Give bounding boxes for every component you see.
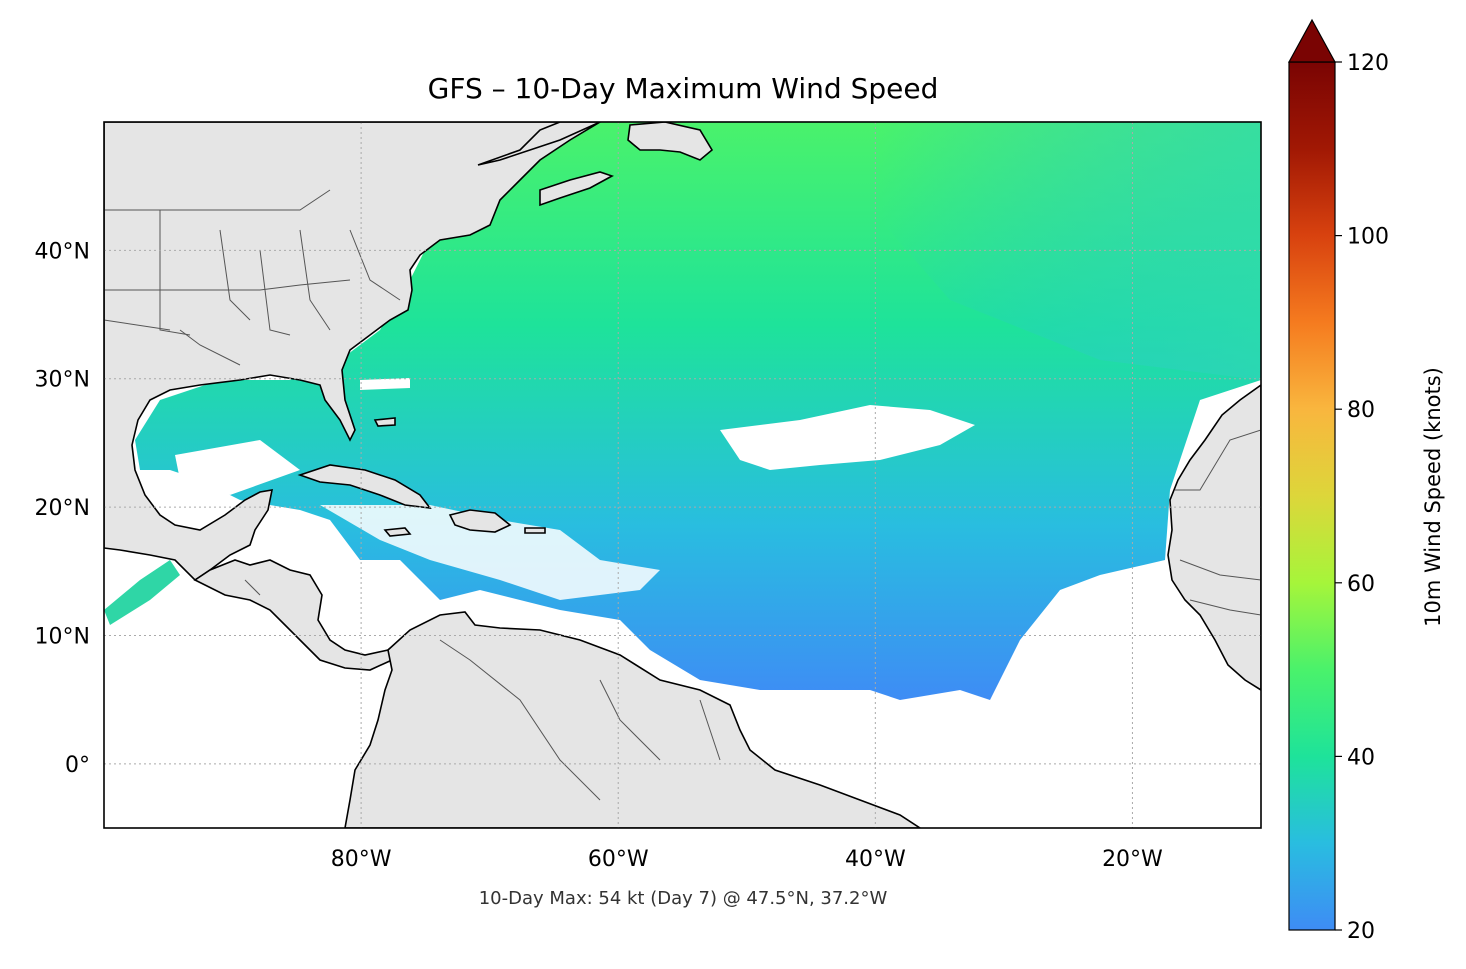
y-tick-label: 30°N — [35, 368, 90, 393]
colorbar-gradient — [1288, 61, 1336, 931]
colorbar-extend-triangle — [1287, 18, 1337, 63]
x-tick-label: 20°W — [1102, 847, 1163, 872]
colorbar-tick-label: 20 — [1347, 919, 1375, 944]
x-tick-label: 40°W — [845, 847, 906, 872]
y-tick-label: 20°N — [35, 496, 90, 521]
colorbar-tick-label: 60 — [1347, 572, 1375, 597]
map-panel — [104, 122, 1261, 828]
y-tick-label: 10°N — [35, 624, 90, 649]
nova-scotia-land — [539, 171, 614, 207]
colorbar-label: 10m Wind Speed (knots) — [1421, 367, 1445, 627]
bahamas-land — [373, 417, 396, 427]
x-tick-label: 60°W — [588, 847, 649, 872]
colorbar-tick-label: 120 — [1347, 51, 1389, 76]
south-america-land — [344, 611, 922, 828]
puerto-rico-land — [524, 527, 546, 534]
y-tick-label: 0° — [65, 753, 90, 778]
jamaica-land — [383, 527, 412, 537]
colorbar-tick-label: 100 — [1347, 225, 1389, 250]
colorbar-ticks: 20 40 60 80 100 120 — [1335, 51, 1389, 944]
land-masses — [104, 122, 1261, 828]
colorbar-tick-label: 80 — [1347, 398, 1375, 423]
x-axis-ticks: 80°W 60°W 40°W 20°W — [331, 847, 1163, 872]
y-axis-ticks: 40°N 30°N 20°N 10°N 0° — [35, 239, 90, 777]
africa-land — [1167, 384, 1261, 691]
colorbar-tick-label: 40 — [1347, 745, 1375, 770]
cuba-land — [297, 464, 432, 510]
colorbar: 20 40 60 80 100 120 10m Wind Speed (knots) — [1287, 18, 1445, 944]
map-frame — [103, 121, 1262, 829]
y-tick-label: 40°N — [35, 239, 90, 264]
hispaniola-land — [448, 509, 512, 533]
newfoundland-land — [627, 122, 714, 161]
central-america-land — [193, 559, 401, 671]
map-title: GFS – 10-Day Maximum Wind Speed — [428, 72, 939, 105]
x-tick-label: 80°W — [331, 847, 392, 872]
interior-borders — [104, 189, 1261, 801]
max-wind-footnote: 10-Day Max: 54 kt (Day 7) @ 47.5°N, 37.2… — [479, 888, 888, 909]
north-america-land — [104, 122, 602, 582]
